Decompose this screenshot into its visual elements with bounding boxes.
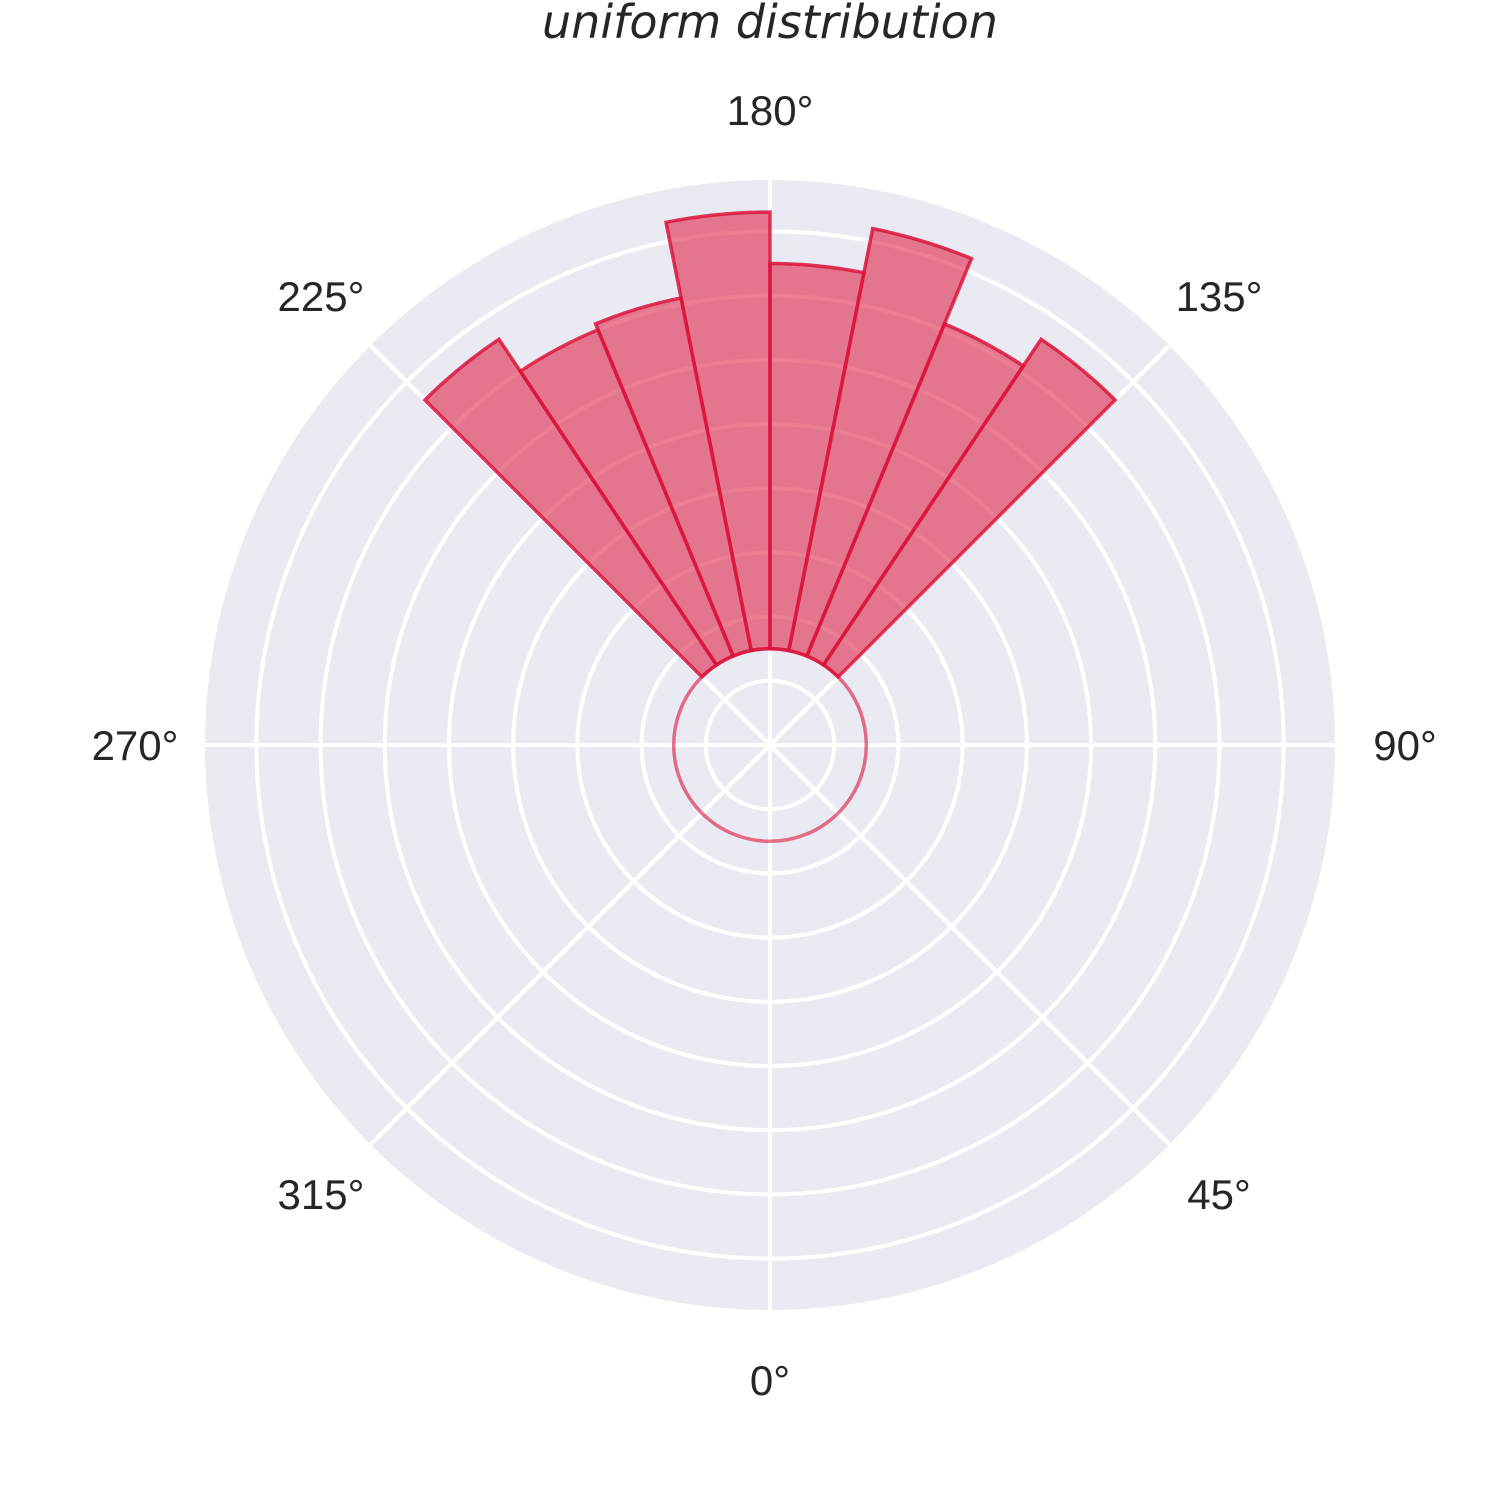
angle-tick-labels: 0° 45° 90° 135° 180° 225° 270° 315° [92,87,1437,1404]
angular-gridline-315 [369,743,772,1146]
angle-tick-label-315: 315° [278,1171,365,1218]
bars-group [422,210,1118,844]
angle-tick-label-180: 180° [727,87,814,134]
angle-tick-label-270: 270° [92,722,179,769]
chart-title: uniform distribution [542,0,998,49]
angle-tick-label-135: 135° [1176,273,1263,320]
bar-baseline-circle [671,646,869,844]
angle-tick-label-45: 45° [1187,1171,1251,1218]
angle-tick-label-225: 225° [278,273,365,320]
angle-tick-label-0: 0° [750,1357,790,1404]
angle-tick-label-90: 90° [1373,722,1437,769]
angular-gridline-45 [768,743,1171,1146]
